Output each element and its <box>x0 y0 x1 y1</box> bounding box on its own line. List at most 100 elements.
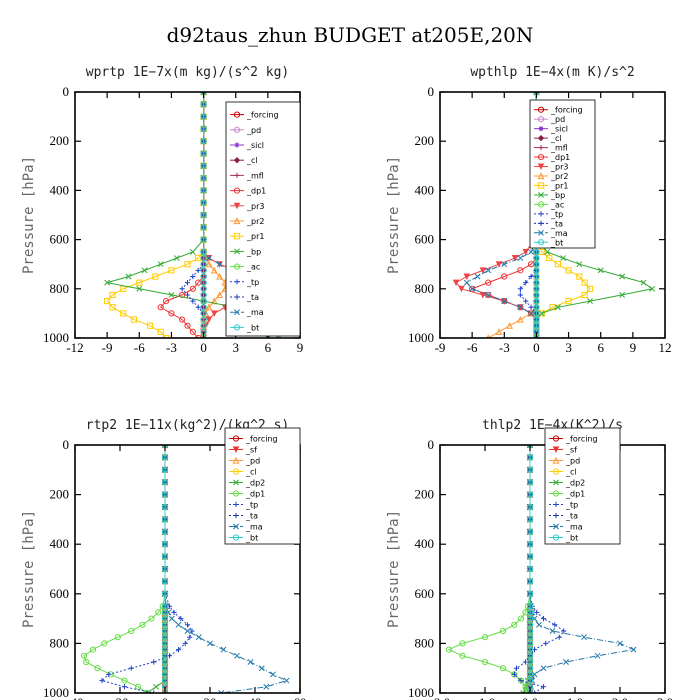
legend-entry: _pr1 <box>246 232 264 241</box>
x-tick-label: 9 <box>630 340 637 355</box>
y-tick-label: 0 <box>428 437 435 452</box>
data-point-ma <box>501 298 508 305</box>
data-point-ma <box>247 659 254 665</box>
data-point-bt <box>526 671 534 678</box>
panel-title: wpthlp 1E−4x(m K)/s^2 <box>470 65 634 80</box>
y-tick-label: 600 <box>50 232 70 247</box>
data-point-pr2 <box>516 315 524 323</box>
data-point-pr1 <box>576 273 583 280</box>
data-point-ma <box>528 248 535 255</box>
legend-entry: _mfl <box>246 171 264 180</box>
data-point-bt <box>526 541 534 548</box>
data-point-tp <box>190 298 196 304</box>
legend-marker <box>234 172 240 178</box>
data-point-bt <box>526 627 534 635</box>
legend-marker <box>537 134 545 142</box>
data-point-bt <box>200 248 207 255</box>
legend-marker <box>552 534 560 541</box>
data-point-tp <box>184 292 191 298</box>
data-point-ma <box>485 291 492 298</box>
legend-marker <box>552 456 560 464</box>
y-tick-label: 800 <box>415 281 435 296</box>
data-point-bp <box>544 248 551 255</box>
legend-marker <box>538 191 544 198</box>
data-point-bp <box>136 285 143 292</box>
data-point-bt <box>161 603 169 610</box>
legend-entry: _pr3 <box>550 163 568 172</box>
legend-marker <box>234 279 240 285</box>
legend-marker <box>233 501 239 508</box>
data-point-dp1 <box>184 322 191 329</box>
legend-entry: _pd <box>246 126 261 135</box>
legend-entry: _tp <box>245 501 258 510</box>
data-point-bt <box>161 652 169 659</box>
data-point-pr3 <box>495 261 503 268</box>
data-point-pr1 <box>546 254 553 262</box>
data-point-bt <box>526 609 534 616</box>
data-point-bt <box>161 627 169 635</box>
data-point-dp1 <box>101 640 108 647</box>
data-point-tp <box>513 665 520 671</box>
data-point-bp <box>157 261 164 268</box>
legend-entry: _ma <box>245 523 263 532</box>
data-point-ma <box>527 603 534 610</box>
legend-marker <box>553 512 559 519</box>
legend-marker <box>232 490 240 497</box>
legend-box <box>225 101 301 337</box>
legend-entry: _sf <box>565 446 577 455</box>
data-point-pr1 <box>565 298 572 305</box>
legend-marker <box>552 468 560 475</box>
data-point-bt <box>200 298 207 305</box>
x-tick-label: -9 <box>435 340 446 355</box>
data-point-bt <box>161 578 169 585</box>
data-point-tp <box>518 678 524 684</box>
data-point-ma <box>501 261 508 268</box>
data-point-bt <box>533 291 540 299</box>
data-point-bp <box>649 285 656 292</box>
data-point-dp1 <box>459 652 466 659</box>
legend-marker <box>553 501 559 508</box>
data-point-ma <box>207 640 213 647</box>
legend-marker <box>538 145 544 151</box>
y-tick-label: 200 <box>50 487 70 502</box>
data-point-pr1 <box>146 322 154 329</box>
data-point-dp1 <box>89 646 97 653</box>
data-point-bt <box>200 187 207 194</box>
data-point-ma <box>270 671 276 678</box>
y-tick-label: 400 <box>50 536 70 551</box>
data-point-ma <box>168 615 175 622</box>
legend-marker <box>234 309 240 316</box>
data-point-pr2 <box>210 297 218 305</box>
x-tick-label: 0 <box>162 695 169 700</box>
x-tick-label: -1.0 <box>475 695 496 700</box>
data-point-ma <box>218 690 225 693</box>
data-point-dp1 <box>179 291 186 299</box>
legend-entry: _bp <box>246 247 261 256</box>
x-tick-label: 9 <box>297 340 304 355</box>
x-tick-label: 0.0 <box>522 695 538 700</box>
data-point-bt <box>533 254 540 262</box>
x-tick-label: -12 <box>66 340 83 355</box>
legend-marker <box>538 211 544 217</box>
data-point-bt <box>161 658 169 666</box>
legend: _forcing _sf _pd _cl _dp2 _dp1 _tp _ta _ma _bt <box>224 427 301 545</box>
x-tick-label: -2.0 <box>430 695 451 700</box>
data-point-bt <box>526 677 534 684</box>
data-point-bt <box>200 150 207 157</box>
data-point-bt <box>200 285 207 292</box>
data-point-bt <box>200 254 207 262</box>
x-tick-label: -20 <box>111 695 128 700</box>
data-point-dp1 <box>485 291 492 299</box>
data-point-pr3 <box>522 248 529 256</box>
legend: _forcing_pd_sicl_cl_mfl_dp1_pr3_pr2_pr1_… <box>529 99 596 249</box>
data-point-bt <box>200 211 207 219</box>
data-point-dp1 <box>162 298 170 305</box>
legend-marker <box>233 512 239 519</box>
data-point-bt <box>526 503 534 511</box>
data-point-bp <box>125 273 132 280</box>
data-point-pr3 <box>452 279 460 287</box>
data-point-pr3 <box>463 273 471 280</box>
data-point-tp <box>517 292 523 298</box>
x-tick-label: -3 <box>166 340 177 355</box>
data-point-bt <box>526 516 534 523</box>
